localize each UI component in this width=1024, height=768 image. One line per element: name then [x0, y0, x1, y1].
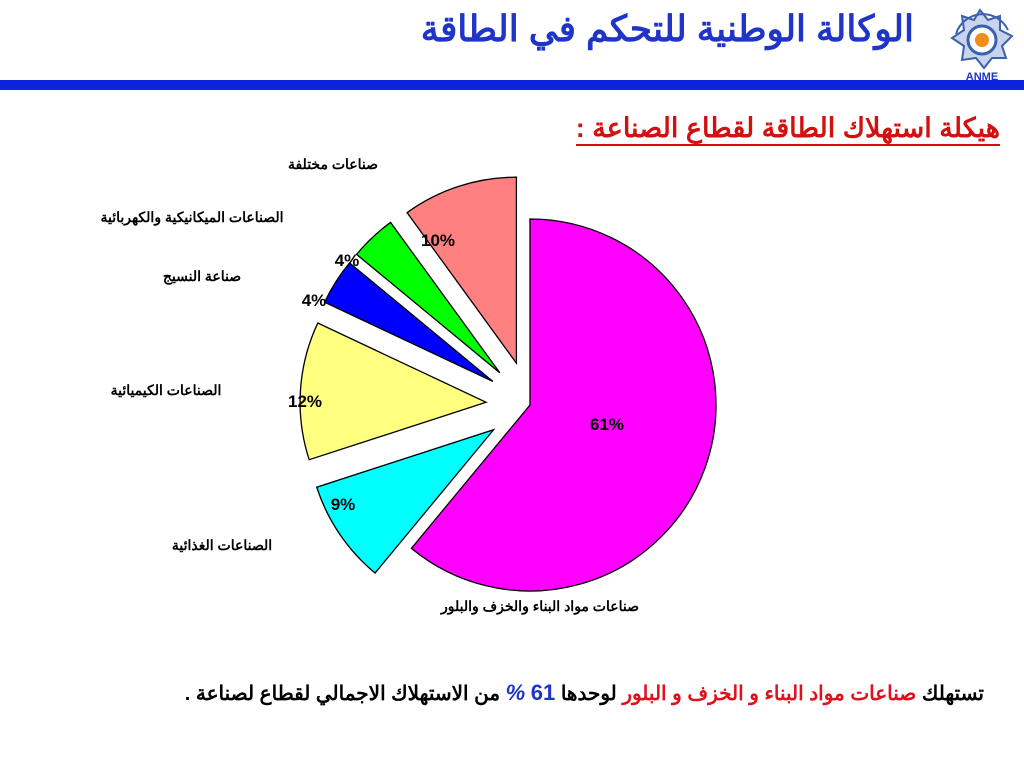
legend-label: صناعة النسيج [163, 268, 241, 285]
legend-label: الصناعات الكيميائية [111, 382, 222, 398]
data-label: 4% [335, 251, 360, 270]
legend-label: صناعات مواد البناء والخزف والبلور [440, 598, 639, 615]
footer-note: تستهلك صناعات مواد البناء و الخزف و البل… [185, 680, 984, 706]
pie-slice [323, 261, 494, 383]
footer-note-part3: لوحدها [560, 683, 617, 705]
footer-note-part1: تستهلك [921, 683, 984, 705]
pie-slice [406, 176, 518, 366]
pie-slice [410, 218, 717, 592]
slide-subtitle: هيكلة استهلاك الطاقة لقطاع الصناعة : [575, 112, 1000, 146]
anme-logo: ANME [938, 0, 1022, 84]
data-label: 61% [590, 415, 624, 434]
pie-slice [355, 221, 501, 374]
footer-note-part4: من الاستهلاك الاجمالي لقطاع لصناعة . [184, 683, 501, 705]
legend-label: الصناعات الميكانيكية والكهربائية [100, 209, 283, 226]
pie-slice [299, 322, 488, 461]
footer-note-value: 61 [530, 680, 556, 705]
data-label: 12% [288, 392, 322, 411]
page-title: الوكالة الوطنية للتحكم في الطاقة [420, 8, 914, 49]
pie-chart: 61% 9% 12% 4% 4% 10% صناعات مواد البناء والخزف… [100, 156, 717, 615]
data-label: 9% [331, 495, 356, 514]
footer-note-percent: % [505, 680, 526, 705]
legend-label: الصناعات الغذائية [172, 537, 272, 553]
pie-slice [315, 428, 496, 574]
footer-note-highlight: صناعات مواد البناء و الخزف و البلور [622, 683, 917, 705]
data-label: 10% [421, 231, 455, 250]
legend-label: صناعات مختلفة [288, 156, 378, 172]
data-label: 4% [302, 291, 327, 310]
header-divider [0, 80, 1024, 90]
